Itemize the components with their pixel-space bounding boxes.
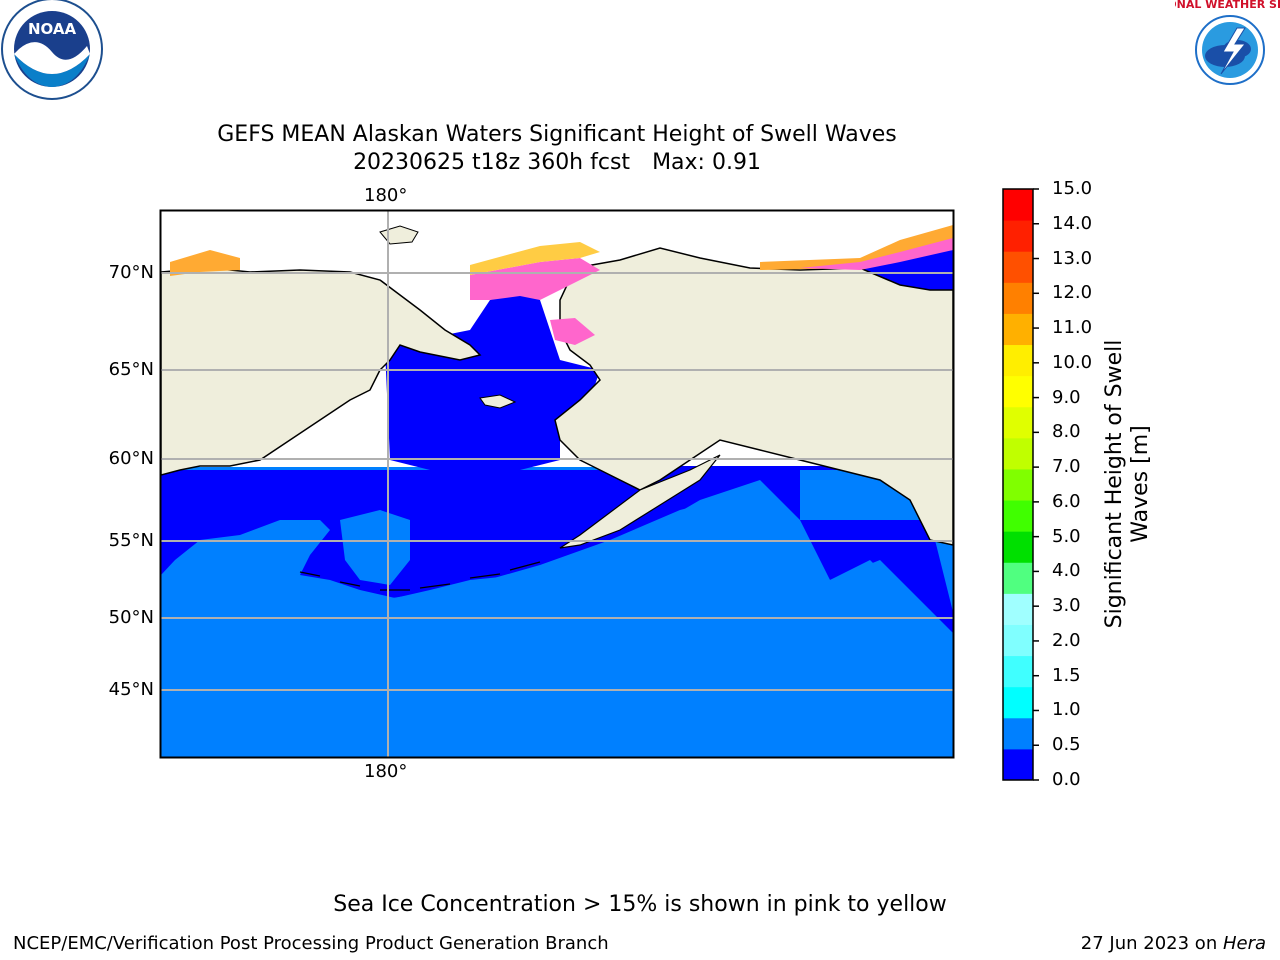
aleutian-islands: [299, 561, 541, 591]
colorbar-block-3: [1003, 655, 1033, 688]
colorbar-block-4: [1003, 624, 1033, 657]
colorbar-tick-label: 15.0: [1052, 178, 1093, 199]
graticule: [161, 211, 953, 757]
footer-branch: NCEP/EMC/Verification Post Processing Pr…: [13, 933, 609, 954]
colorbar-block-11: [1003, 406, 1033, 439]
colorbar-tick-label: 0.5: [1052, 734, 1081, 756]
colorbar-tick-label: 13.0: [1052, 247, 1093, 269]
sea-ice-beaufort-pink: [800, 238, 953, 270]
forecast-date: 20230625 t18z 360h fcst: [353, 150, 631, 175]
colorbar-block-9: [1003, 468, 1033, 501]
colorbar-tick-label: 1.5: [1052, 664, 1081, 686]
footer-date: 27 Jun 2023 on Hera: [1081, 933, 1266, 954]
sea-ice-footnote: Sea Ice Concentration > 15% is shown in …: [333, 892, 947, 917]
map-frame: [159, 209, 955, 759]
noaa-logo-text: NOAA: [28, 20, 77, 38]
sea-ice-yellow: [470, 242, 600, 275]
colorbar-block-13: [1003, 344, 1033, 377]
lat-label-70n: 70°N: [108, 262, 154, 283]
footer-host: Hera: [1222, 933, 1266, 954]
lat-label-55n: 55°N: [108, 530, 154, 551]
mid-swell-patch: [340, 510, 410, 585]
colorbar-tick-label: 0.0: [1052, 769, 1081, 790]
island-st-lawrence: [479, 394, 517, 409]
lon-label-bottom: 180°: [364, 761, 408, 782]
mid-swell-patch-east: [161, 495, 953, 757]
nws-logo-text: NATIONAL WEATHER SERVICE: [1175, 0, 1280, 11]
colorbar-block-17: [1003, 220, 1033, 252]
nws-logo: NATIONAL WEATHER SERVICE: [1175, 0, 1280, 100]
colorbar-tick-label: 11.0: [1052, 317, 1093, 339]
colorbar-block-16: [1003, 251, 1033, 283]
land-alaska: [554, 247, 953, 546]
colorbar-block-5: [1003, 593, 1033, 625]
chart-subtitle: 20230625 t18z 360h fcst Max: 0.91: [160, 150, 954, 176]
lat-label-65n: 65°N: [108, 359, 154, 380]
colorbar-tick-label: 10.0: [1052, 351, 1093, 373]
colorbar-tick-label: 3.0: [1052, 595, 1081, 617]
colorbar-tick-label: 5.0: [1052, 525, 1081, 547]
colorbar-tick-label: 14.0: [1052, 212, 1093, 234]
colorbar-tick-label: 12.0: [1052, 282, 1093, 304]
colorbar-tick-label: 6.0: [1052, 490, 1081, 512]
colorbar-block-7: [1003, 531, 1033, 563]
colorbar-block-12: [1003, 375, 1033, 408]
colorbar-tick-label: 1.0: [1052, 699, 1081, 721]
colorbar-block-2: [1003, 686, 1033, 719]
colorbar-tick-label: 4.0: [1052, 560, 1081, 582]
colorbar-block-15: [1003, 282, 1033, 314]
max-value: Max: 0.91: [652, 150, 761, 175]
colorbar: [1003, 189, 1033, 781]
colorbar-tick-label: 8.0: [1052, 421, 1081, 443]
sea-ice-siberia: [170, 250, 240, 276]
colorbar-block-14: [1003, 313, 1033, 346]
colorbar-tick-label: 2.0: [1052, 629, 1081, 651]
bering-low-swell: [385, 290, 600, 470]
noaa-logo: NOAA: [1, 0, 103, 100]
lat-label-60n: 60°N: [108, 448, 154, 469]
lat-label-50n: 50°N: [108, 607, 154, 628]
sea-ice-chukchi-pink: [550, 318, 595, 345]
sea-ice-pink: [470, 258, 600, 300]
colorbar-block-10: [1003, 437, 1033, 470]
colorbar-title: Significant Height of Swell Waves [m]: [1102, 339, 1153, 629]
low-swell-region: [161, 466, 953, 633]
colorbar-block-0: [1003, 748, 1033, 781]
chart-title: GEFS MEAN Alaskan Waters Significant Hei…: [217, 122, 897, 147]
colorbar-tick-label: 9.0: [1052, 386, 1081, 408]
footer-date-text: 27 Jun 2023 on: [1080, 933, 1223, 954]
colorbar-ticks: [1033, 188, 1039, 781]
colorbar-block-18: [1003, 189, 1033, 221]
colorbar-tick-label: 7.0: [1052, 456, 1081, 478]
lat-label-45n: 45°N: [108, 679, 154, 700]
lon-label-top: 180°: [364, 185, 408, 206]
colorbar-block-8: [1003, 500, 1033, 532]
colorbar-frame: [1002, 188, 1034, 781]
colorbar-block-1: [1003, 717, 1033, 750]
colorbar-block-6: [1003, 562, 1033, 594]
sea-ice-beaufort: [760, 225, 953, 270]
